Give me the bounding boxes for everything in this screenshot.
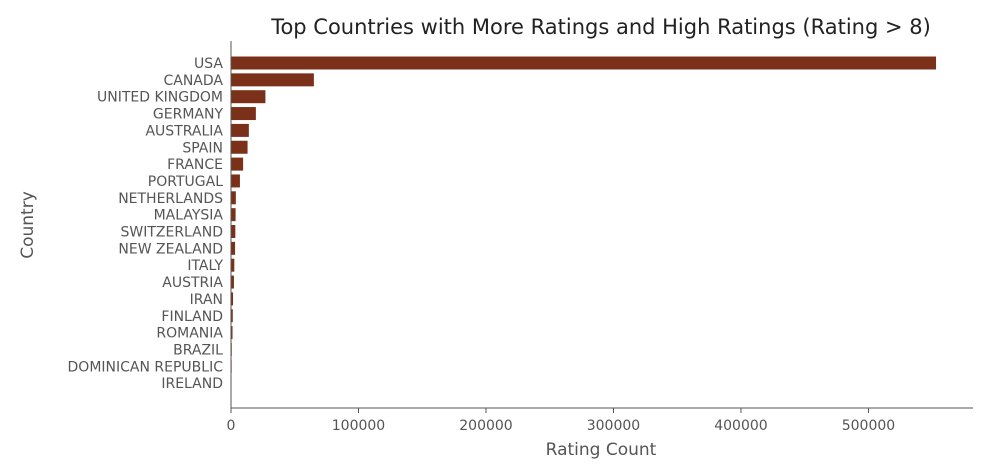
category-label: NEW ZEALAND [118,241,223,257]
category-label: FINLAND [161,309,223,325]
x-tick-label: 300000 [587,418,640,434]
x-tick-label: 500000 [842,418,895,434]
bar-malaysia [231,208,236,222]
category-label: IRELAND [161,376,223,392]
bar-iran [231,292,234,306]
category-label: CANADA [163,73,223,89]
bar-new-zealand [231,241,236,255]
x-tick-label: 0 [227,418,236,434]
chart-title: Top Countries with More Ratings and High… [270,15,931,39]
category-label: USA [194,56,223,72]
bar-usa [231,56,937,70]
bar-germany [231,107,256,121]
bar-portugal [231,174,240,188]
category-label: IRAN [190,292,223,308]
x-axis-label: Rating Count [546,440,657,460]
bar-united-kingdom [231,90,266,104]
category-label: ROMANIA [156,326,223,342]
category-label: MALAYSIA [154,208,224,224]
category-label: GERMANY [153,107,224,123]
category-label: DOMINICAN REPUBLIC [68,359,224,375]
bar-spain [231,140,248,154]
x-ticks-group: 0 100000 200000 300000 400000 500000 [227,408,895,434]
category-label: BRAZIL [173,342,223,358]
category-label: FRANCE [167,157,223,173]
y-axis-label: Country [18,191,38,259]
bars-group [231,56,937,390]
category-label: UNITED KINGDOM [97,90,223,106]
category-label: PORTUGAL [148,174,223,190]
x-tick-label: 200000 [459,418,512,434]
bar-france [231,157,244,171]
bar-finland [231,309,233,323]
category-label: AUSTRALIA [145,123,223,139]
bar-australia [231,123,249,137]
bar-italy [231,258,235,272]
category-label: ITALY [187,258,223,274]
category-label: AUSTRIA [162,275,223,291]
bar-romania [231,326,233,340]
x-tick-label: 400000 [714,418,767,434]
category-label: NETHERLANDS [118,191,223,207]
bar-switzerland [231,225,236,238]
category-label: SPAIN [182,140,223,156]
bar-canada [231,73,314,87]
category-label: SWITZERLAND [120,225,223,241]
bar-netherlands [231,191,236,205]
bar-austria [231,275,234,289]
x-tick-label: 100000 [332,418,385,434]
